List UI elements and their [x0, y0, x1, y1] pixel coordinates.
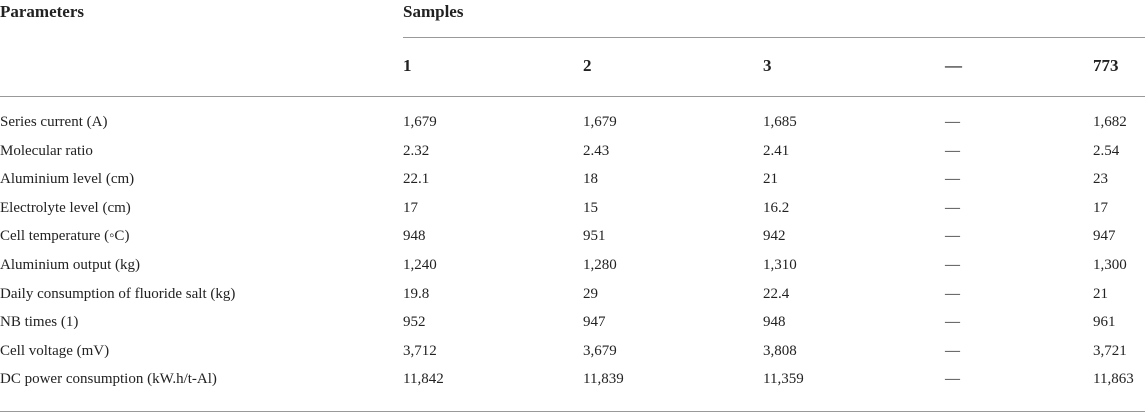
- cell-value: 1,685: [763, 114, 797, 130]
- cell-value: 947: [583, 314, 606, 331]
- row-label: Daily consumption of fluoride salt (kg): [0, 285, 236, 302]
- cell-value: 1,679: [403, 114, 437, 130]
- rule: [0, 96, 1145, 97]
- cell-value: 15: [583, 199, 598, 216]
- cell-value: 1,679: [583, 114, 617, 130]
- cell-value: 17: [1093, 199, 1108, 216]
- row-label: Cell voltage (mV): [0, 342, 110, 359]
- cell-value: 11,842: [403, 371, 444, 388]
- cell-value: 16.2: [763, 199, 790, 216]
- row-label: Electrolyte level (cm): [0, 199, 131, 216]
- cell-value: 22.4: [763, 285, 790, 302]
- cell-value: 21: [1093, 285, 1108, 302]
- cell-value: 2.32: [403, 142, 430, 159]
- cell-value: —: [945, 342, 960, 359]
- column-header: 1: [403, 56, 412, 75]
- cell-value: 3,712: [403, 342, 437, 359]
- column-header: 3: [763, 56, 772, 75]
- cell-value: 947: [1093, 228, 1116, 245]
- cell-value: 21: [763, 171, 778, 188]
- cell-value: 951: [583, 228, 606, 245]
- rule: [403, 37, 1145, 38]
- cell-value: 1,240: [403, 257, 437, 273]
- cell-value: 952: [403, 314, 426, 331]
- cell-value: 23: [1093, 171, 1108, 188]
- cell-value: 3,721: [1093, 342, 1127, 359]
- cell-value: —: [945, 142, 960, 159]
- cell-value: 3,679: [583, 342, 617, 359]
- column-header: 773: [1093, 56, 1119, 75]
- cell-value: 11,839: [583, 371, 624, 388]
- cell-value: 3,808: [763, 342, 797, 359]
- header-parameters: Parameters: [0, 2, 85, 21]
- cell-value: 11,359: [763, 371, 804, 388]
- cell-value: 948: [403, 228, 426, 245]
- cell-value: —: [945, 199, 960, 216]
- column-header: —: [945, 56, 962, 75]
- cell-value: 2.41: [763, 142, 790, 159]
- cell-value: 961: [1093, 314, 1116, 331]
- cell-value: 1,310: [763, 257, 797, 273]
- cell-value: 18: [583, 171, 598, 188]
- cell-value: 1,682: [1093, 114, 1127, 130]
- header-samples: Samples: [403, 2, 464, 21]
- cell-value: 1,280: [583, 257, 617, 273]
- row-label: DC power consumption (kW.h/t-Al): [0, 371, 217, 388]
- row-label: NB times (1): [0, 314, 79, 331]
- row-label: Aluminium output (kg): [0, 257, 140, 273]
- cell-value: —: [945, 114, 960, 130]
- cell-value: —: [945, 171, 960, 188]
- cell-value: 17: [403, 199, 418, 216]
- cell-value: 22.1: [403, 171, 430, 188]
- cell-value: —: [945, 257, 960, 273]
- rule: [0, 411, 1145, 412]
- row-label: Molecular ratio: [0, 142, 93, 159]
- cell-value: 2.43: [583, 142, 610, 159]
- cell-value: —: [945, 228, 960, 245]
- column-header: 2: [583, 56, 592, 75]
- cell-value: 29: [583, 285, 598, 302]
- cell-value: 942: [763, 228, 786, 245]
- row-label: Aluminium level (cm): [0, 171, 135, 188]
- row-label: Cell temperature (◦C): [0, 228, 130, 245]
- cell-value: —: [945, 285, 960, 302]
- cell-value: —: [945, 371, 960, 388]
- cell-value: 948: [763, 314, 786, 331]
- cell-value: 19.8: [403, 285, 430, 302]
- cell-value: 1,300: [1093, 257, 1127, 273]
- cell-value: 11,863: [1093, 371, 1134, 388]
- cell-value: 2.54: [1093, 142, 1120, 159]
- cell-value: —: [945, 314, 960, 331]
- row-label: Series current (A): [0, 114, 108, 130]
